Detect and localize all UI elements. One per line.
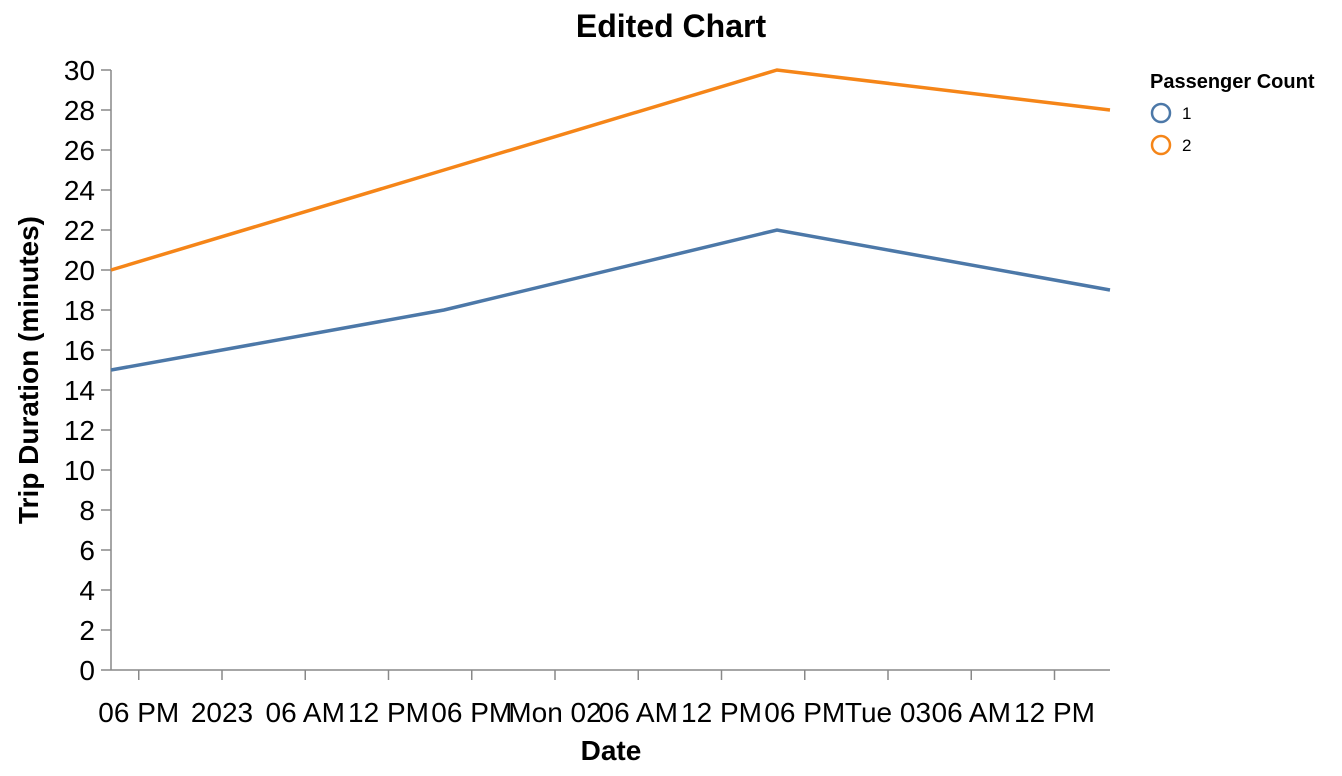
- y-tick-label: 0: [79, 655, 95, 686]
- y-tick-label: 14: [64, 375, 95, 406]
- legend-symbol: [1150, 102, 1172, 124]
- y-tick-label: 16: [64, 335, 95, 366]
- x-tick-label: Mon 02: [508, 697, 601, 728]
- x-tick-label: 06 PM: [98, 697, 179, 728]
- series-lines: [110, 68, 1111, 372]
- x-tick-label: 12 PM: [348, 697, 429, 728]
- y-tick-label: 10: [64, 455, 95, 486]
- y-tick-label: 4: [79, 575, 95, 606]
- x-tick-label: 2023: [191, 697, 253, 728]
- y-axis-title: Trip Duration (minutes): [13, 216, 44, 524]
- x-tick-label: Tue 03: [845, 697, 931, 728]
- x-tick-label: 12 PM: [1014, 697, 1095, 728]
- y-tick-label: 24: [64, 175, 95, 206]
- legend-label: 2: [1182, 136, 1191, 155]
- y-tick-label: 8: [79, 495, 95, 526]
- y-tick-label: 20: [64, 255, 95, 286]
- x-tick-label: 06 AM: [932, 697, 1011, 728]
- y-tick-label: 6: [79, 535, 95, 566]
- y-tick-label: 26: [64, 135, 95, 166]
- y-tick-label: 28: [64, 95, 95, 126]
- legend-symbol: [1150, 134, 1172, 156]
- x-tick-label: 06 PM: [431, 697, 512, 728]
- x-tick-label: 12 PM: [681, 697, 762, 728]
- x-tick-label: 06 AM: [266, 697, 345, 728]
- legend-title: Passenger Count: [1150, 71, 1315, 93]
- chart-title: Edited Chart: [576, 8, 767, 44]
- y-tick-label: 18: [64, 295, 95, 326]
- series-line-1: [110, 228, 1111, 372]
- y-tick-label: 30: [64, 55, 95, 86]
- x-tick-label: 06 PM: [764, 697, 845, 728]
- y-tick-label: 12: [64, 415, 95, 446]
- x-axis-title: Date: [581, 735, 642, 766]
- y-tick-label: 2: [79, 615, 95, 646]
- series-line-2: [110, 68, 1111, 272]
- y-tick-label: 22: [64, 215, 95, 246]
- x-tick-label: 06 AM: [599, 697, 678, 728]
- legend-label: 1: [1182, 104, 1191, 123]
- legend: Passenger Count 1 2: [1150, 71, 1315, 156]
